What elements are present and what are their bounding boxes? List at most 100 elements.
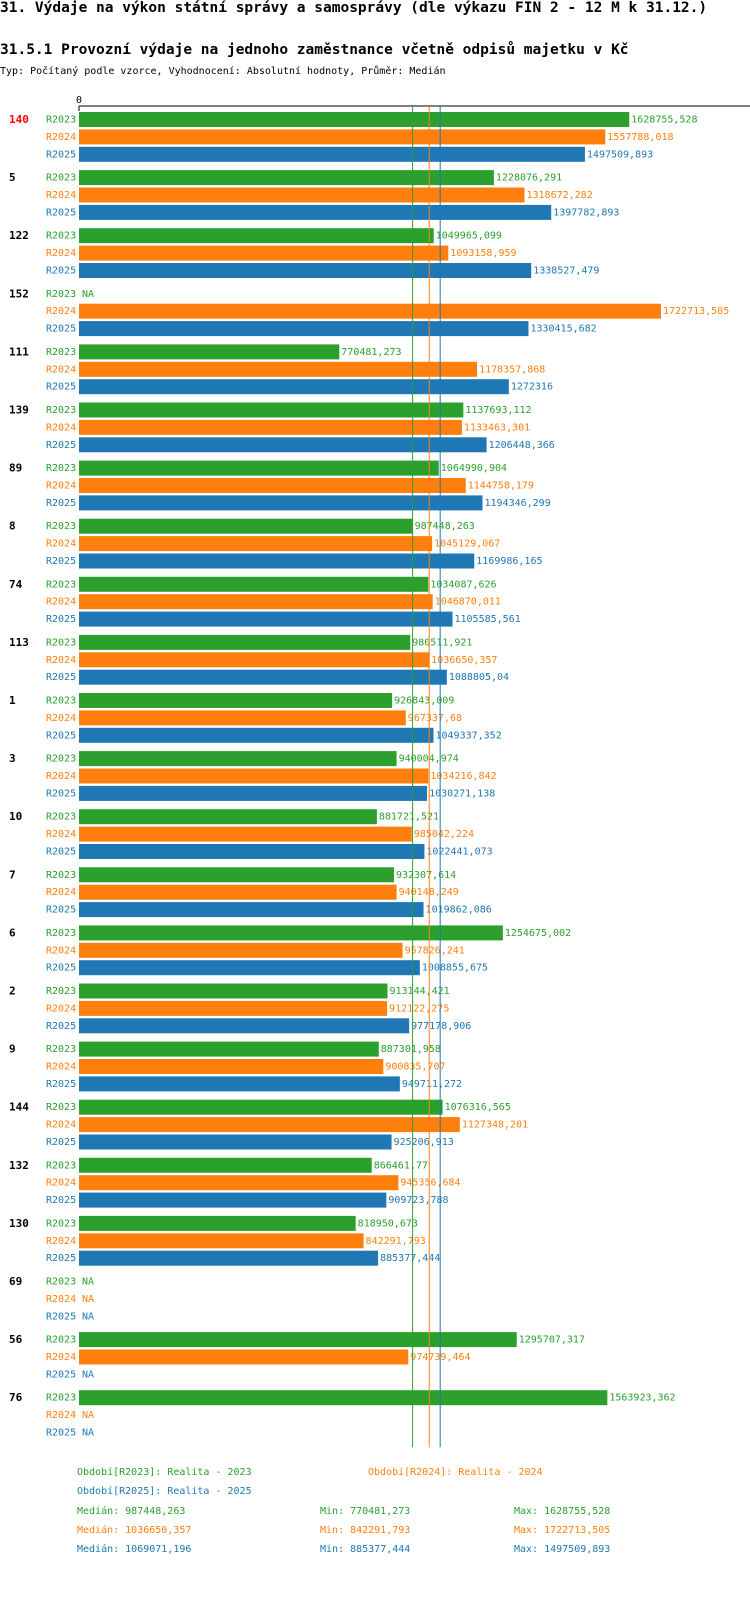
na-label: NA (82, 1369, 94, 1380)
category-label: 152 (9, 287, 29, 300)
data-label: 1105585,561 (455, 614, 521, 625)
bar (79, 1390, 608, 1406)
data-label: 1133463,301 (464, 422, 530, 433)
data-label: 1088805,04 (449, 672, 509, 683)
data-label: 967337,68 (408, 713, 462, 724)
data-label: 940004,974 (399, 754, 459, 765)
bar (79, 1175, 399, 1191)
bar (79, 245, 449, 261)
legend-median-2024: Medián: 1036650,357 (77, 1525, 192, 1536)
series-label: R2025 (46, 1195, 76, 1206)
bar (79, 785, 428, 801)
data-label: 949711,272 (402, 1079, 462, 1090)
series-label: R2024 (46, 1352, 76, 1363)
series-label: R2025 (46, 1021, 76, 1032)
bar (79, 693, 393, 708)
series-label: R2025 (46, 614, 76, 625)
data-label: 926843,009 (394, 696, 454, 707)
category-label: 3 (9, 752, 16, 765)
data-label: 1169986,165 (476, 556, 542, 567)
data-label: 1064990,904 (441, 463, 507, 474)
series-label: R2025 (46, 556, 76, 567)
bar (79, 1192, 387, 1208)
series-label: R2025 (46, 730, 76, 741)
category-label: 130 (9, 1217, 29, 1230)
na-label: NA (82, 289, 94, 300)
chart-title: 31.5.1 Provozní výdaje na jednoho zaměst… (0, 42, 629, 58)
bar (79, 1099, 443, 1115)
bar (79, 960, 420, 976)
bar (79, 576, 429, 592)
series-label: R2025 (46, 1079, 76, 1090)
bar (79, 1157, 372, 1173)
category-label: 132 (9, 1159, 29, 1172)
series-label: R2024 (46, 829, 76, 840)
series-label: R2023 (46, 928, 76, 939)
series-label: R2024 (46, 248, 76, 259)
category-label: 5 (9, 171, 16, 184)
chart-type-line: Typ: Počítaný podle vzorce, Vyhodnocení:… (0, 66, 446, 77)
series-label: R2025 (46, 266, 76, 277)
series-label: R2025 (46, 1311, 76, 1322)
series-label: R2023 (46, 812, 76, 823)
data-label: 912122,275 (389, 1003, 449, 1014)
bar (79, 727, 434, 743)
legend-period-2023: Období[R2023]: Realita - 2023 (77, 1467, 252, 1478)
data-label: 1206448,366 (489, 440, 555, 451)
data-label: 885377,444 (380, 1253, 440, 1264)
series-label: R2024 (46, 364, 76, 375)
series-label: R2023 (46, 1393, 76, 1404)
data-label: 1127348,201 (462, 1120, 528, 1131)
data-label: 1049965,099 (436, 231, 502, 242)
bar (79, 379, 509, 395)
series-label: R2024 (46, 539, 76, 550)
bar (79, 925, 503, 941)
data-label: 945356,684 (400, 1178, 460, 1189)
category-label: 9 (9, 1043, 16, 1056)
data-label: 1022441,073 (426, 847, 492, 858)
legend-max-2025: Max: 1497509,893 (514, 1544, 611, 1555)
bar (79, 611, 453, 627)
data-label: 980511,921 (412, 637, 472, 648)
series-label: R2023 (46, 463, 76, 474)
series-label: R2023 (46, 173, 76, 184)
series-label: R2025 (46, 1253, 76, 1264)
bar (79, 983, 388, 999)
bar (79, 228, 434, 244)
bar (79, 1059, 384, 1074)
data-label: 1254675,002 (505, 928, 571, 939)
data-label: 985042,224 (414, 829, 474, 840)
series-label: R2025 (46, 1137, 76, 1148)
series-label: R2025 (46, 149, 76, 160)
data-label: 1722713,505 (663, 306, 729, 317)
data-label: 977178,906 (411, 1021, 471, 1032)
series-label: R2024 (46, 945, 76, 956)
data-label: 1030271,138 (429, 788, 495, 799)
series-label: R2025 (46, 963, 76, 974)
bar (79, 634, 411, 650)
legend-min-2025: Min: 885377,444 (320, 1544, 411, 1555)
data-label: 957826,241 (405, 945, 465, 956)
bar (79, 1076, 400, 1092)
bar (79, 884, 397, 900)
bar (79, 710, 406, 726)
data-label: 842291,793 (366, 1236, 426, 1247)
na-label: NA (82, 1294, 94, 1305)
data-label: 1034216,842 (430, 771, 496, 782)
series-label: R2024 (46, 190, 76, 201)
data-label: 925206,913 (394, 1137, 454, 1148)
category-label: 113 (9, 636, 29, 649)
bar (79, 437, 487, 453)
data-label: 1557788,018 (607, 132, 673, 143)
category-label: 7 (9, 868, 16, 881)
bar (79, 1117, 460, 1133)
bar (79, 826, 412, 842)
series-label: R2025 (46, 1428, 76, 1439)
data-label: 1397782,893 (553, 207, 619, 218)
page-title: 31. Výdaje na výkon státní správy a samo… (0, 0, 708, 16)
bar (79, 867, 394, 883)
series-label: R2024 (46, 771, 76, 782)
series-label: R2025 (46, 498, 76, 509)
bar (79, 942, 403, 958)
bar (79, 768, 429, 784)
